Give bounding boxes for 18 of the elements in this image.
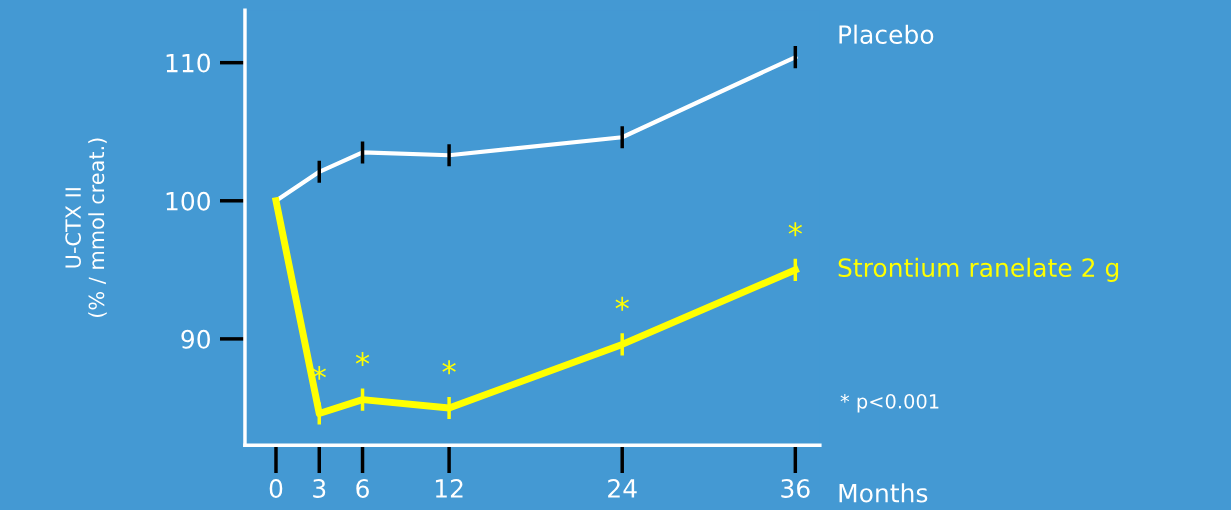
x-tick-label: 3 — [313, 479, 326, 498]
y-tick-label: 110 — [166, 53, 210, 73]
y-axis-title: U-CTX II (% / mmol creat.) — [65, 138, 107, 317]
x-tick-label: 6 — [356, 479, 369, 498]
x-tick-label: 0 — [269, 479, 283, 498]
annotation: * — [615, 296, 629, 311]
y-tick-label: 90 — [181, 329, 210, 349]
annotation: * — [442, 360, 456, 375]
annotation: * — [355, 352, 370, 367]
text: * p<0.001 — [840, 393, 939, 413]
annotation: * — [788, 222, 803, 237]
series-label: Placebo — [839, 24, 934, 44]
y-tick-label: 100 — [166, 191, 210, 211]
x-axis-title: Months — [839, 483, 928, 503]
series-label: Strontium ranelate 2 g — [838, 257, 1119, 282]
x-tick-label: 24 — [608, 479, 637, 498]
x-tick-label: 36 — [781, 479, 810, 498]
x-tick-label: 12 — [435, 479, 463, 498]
